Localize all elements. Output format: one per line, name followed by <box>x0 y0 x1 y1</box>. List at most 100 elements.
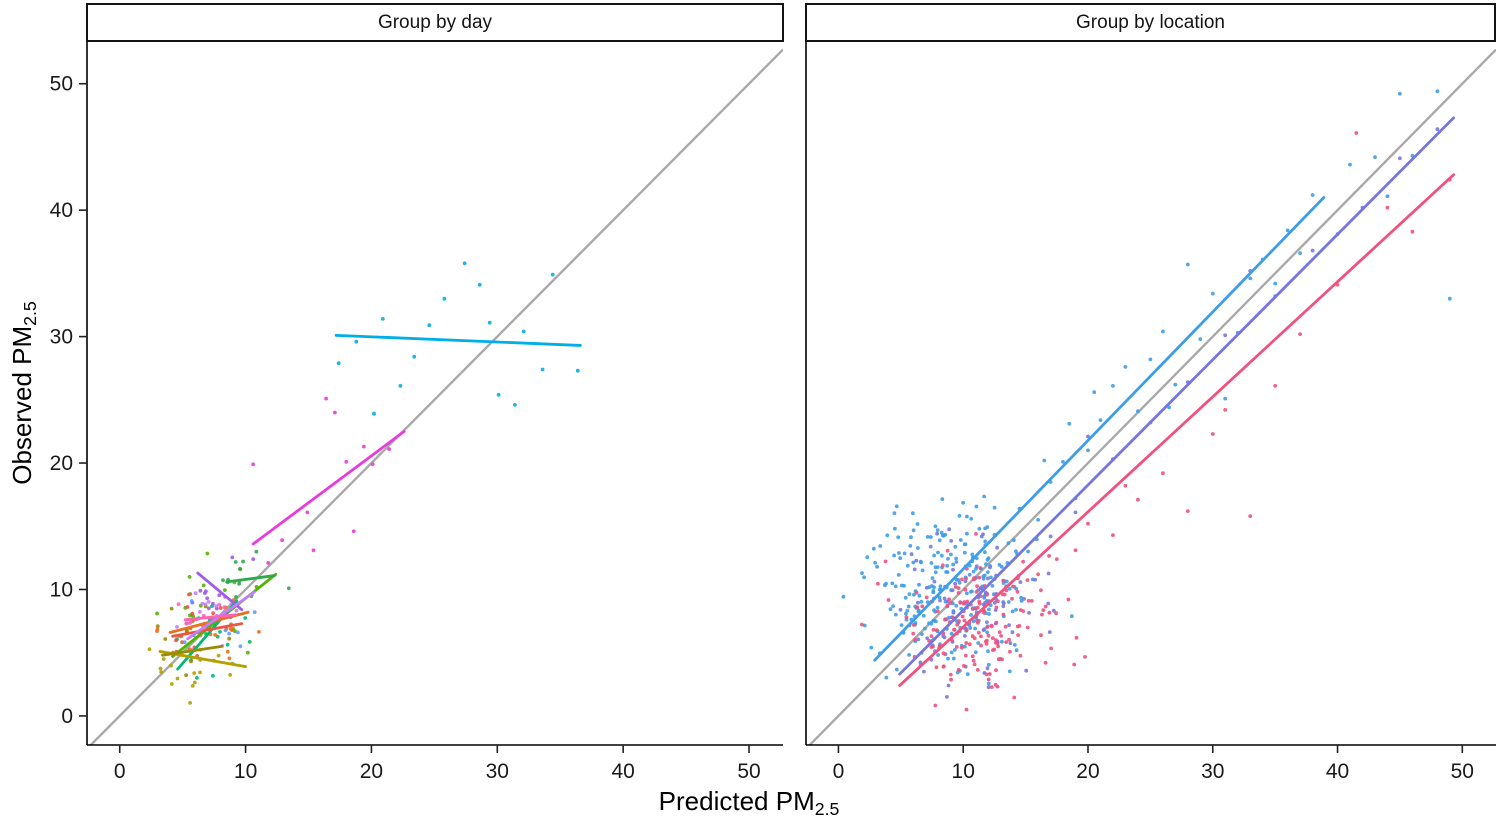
data-point <box>899 623 904 627</box>
data-point <box>1410 229 1415 234</box>
data-point <box>354 339 359 344</box>
data-point <box>1027 611 1031 615</box>
data-point <box>1016 633 1020 637</box>
data-point <box>192 680 197 685</box>
data-point <box>1018 653 1023 658</box>
y-tick-label: 10 <box>50 578 73 601</box>
data-point <box>912 592 916 597</box>
data-point <box>982 595 987 600</box>
data-point <box>959 645 964 650</box>
data-point <box>187 575 192 579</box>
data-point <box>952 648 957 652</box>
data-point <box>996 644 1000 649</box>
data-point <box>931 644 935 649</box>
x-tick-label: 10 <box>234 760 257 783</box>
data-point <box>974 590 979 594</box>
data-point <box>195 676 199 680</box>
data-point <box>961 500 965 505</box>
data-point <box>1310 248 1315 253</box>
data-point <box>1008 641 1013 646</box>
fit-line-loc-3 <box>898 173 1455 687</box>
data-point <box>898 607 903 612</box>
data-point <box>970 589 974 594</box>
data-point <box>865 555 870 560</box>
data-point <box>902 551 907 556</box>
x-tick-label: 40 <box>611 760 634 783</box>
data-point <box>928 544 933 549</box>
data-point <box>890 581 895 586</box>
data-point <box>983 550 987 555</box>
data-point <box>1072 662 1077 667</box>
x-axis-label: Predicted PM2.5 <box>0 786 1498 820</box>
data-point <box>932 579 937 584</box>
data-point <box>225 642 230 647</box>
data-point <box>964 576 968 581</box>
x-tick-label: 50 <box>737 760 760 783</box>
data-point <box>994 640 998 645</box>
data-point <box>351 529 356 534</box>
data-point <box>254 549 259 554</box>
data-point <box>985 592 989 597</box>
data-point <box>1007 637 1011 642</box>
data-point <box>1022 597 1026 601</box>
data-point <box>198 610 202 614</box>
data-point <box>996 599 1000 604</box>
data-point <box>496 392 501 397</box>
data-point <box>333 410 337 415</box>
data-point <box>1398 91 1402 96</box>
data-point <box>188 620 193 624</box>
data-point <box>1029 599 1034 603</box>
data-point <box>540 367 545 372</box>
data-point <box>1006 541 1011 546</box>
data-point <box>286 586 291 591</box>
data-point <box>909 552 914 557</box>
panel-title-day: Group by day <box>377 11 493 33</box>
data-point <box>1036 518 1040 522</box>
data-point <box>941 563 945 568</box>
data-point <box>147 647 152 652</box>
data-point <box>885 533 890 538</box>
x-tick-label: 20 <box>1076 760 1099 783</box>
data-point <box>1310 193 1315 197</box>
data-point <box>911 560 916 565</box>
x-tick-label: 0 <box>114 760 126 783</box>
data-point <box>1026 549 1030 554</box>
data-point <box>944 570 948 574</box>
fit-line-day-1 <box>334 333 582 347</box>
data-point <box>203 591 207 595</box>
data-point <box>987 612 991 616</box>
data-point <box>185 605 190 609</box>
data-point <box>933 524 938 529</box>
data-point <box>990 636 995 641</box>
data-point <box>236 630 240 635</box>
data-point <box>964 707 969 712</box>
data-point <box>923 626 927 631</box>
data-point <box>1385 205 1390 210</box>
data-point <box>169 663 173 668</box>
data-point <box>986 576 990 581</box>
data-point <box>1198 337 1203 341</box>
data-point <box>968 626 973 630</box>
data-point <box>990 584 995 588</box>
data-point <box>949 677 953 682</box>
data-point <box>917 593 922 598</box>
data-point <box>1111 533 1115 537</box>
data-point <box>174 638 178 643</box>
data-point <box>1011 584 1015 589</box>
data-point <box>187 592 191 597</box>
data-point <box>983 600 988 605</box>
data-point <box>217 593 222 598</box>
data-point <box>1285 228 1290 233</box>
data-point <box>934 628 939 632</box>
data-point <box>914 590 919 595</box>
data-point <box>933 570 938 575</box>
data-point <box>947 597 951 602</box>
data-point <box>190 684 195 688</box>
data-point <box>1025 625 1030 630</box>
data-point <box>893 526 897 531</box>
data-point <box>935 565 940 569</box>
data-point <box>155 624 160 629</box>
data-point <box>978 566 983 570</box>
data-point <box>947 527 952 532</box>
data-point <box>163 637 168 641</box>
